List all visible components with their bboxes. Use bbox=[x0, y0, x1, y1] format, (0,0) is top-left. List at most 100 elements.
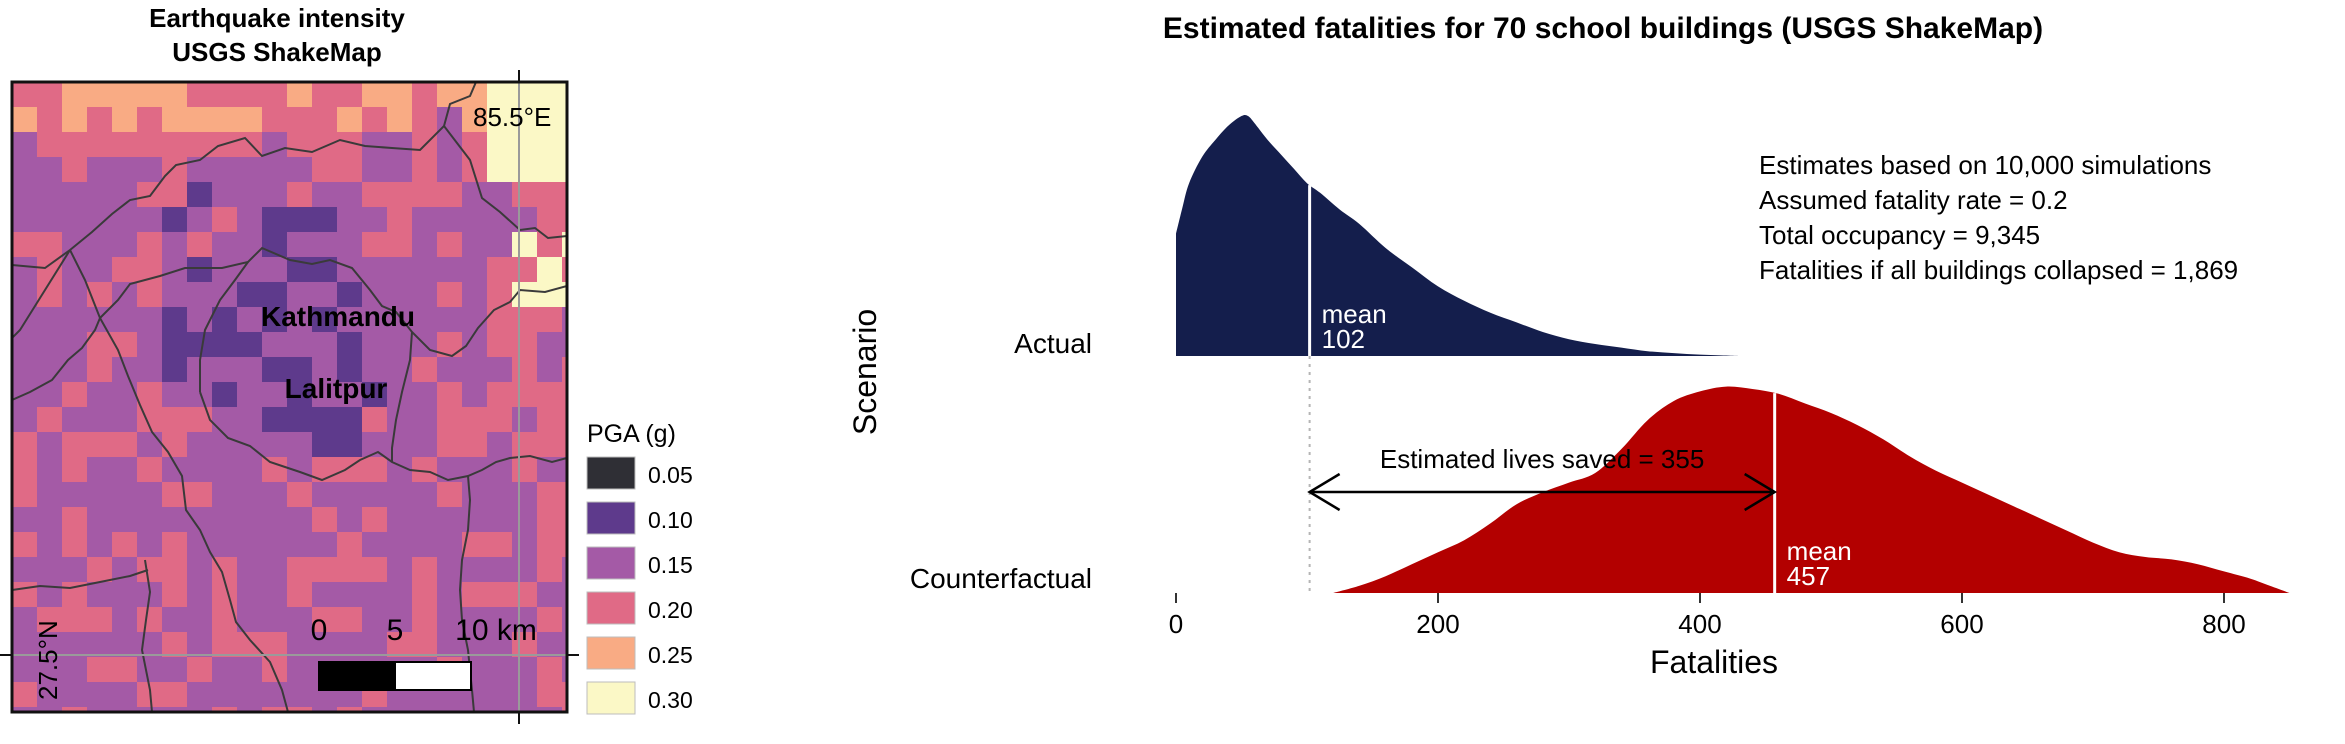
pga-raster-cell bbox=[137, 607, 163, 633]
pga-raster-cell bbox=[212, 382, 238, 408]
pga-raster-cell bbox=[287, 432, 313, 458]
pga-raster-cell bbox=[487, 407, 513, 433]
pga-raster-cell bbox=[87, 507, 113, 533]
pga-raster-cell bbox=[512, 607, 538, 633]
pga-raster-cell bbox=[387, 482, 413, 508]
pga-raster-cell bbox=[537, 532, 563, 558]
pga-raster-cell bbox=[312, 632, 338, 658]
pga-raster-cell bbox=[287, 557, 313, 583]
pga-raster-cell bbox=[237, 232, 263, 258]
pga-raster-cell bbox=[212, 357, 238, 383]
pga-raster-cell bbox=[237, 582, 263, 608]
pga-raster-cell bbox=[537, 707, 563, 712]
pga-raster-cell bbox=[462, 132, 488, 158]
pga-raster-cell bbox=[512, 532, 538, 558]
pga-raster-cell bbox=[237, 657, 263, 683]
pga-raster-cell bbox=[112, 332, 138, 358]
pga-raster-cell bbox=[212, 307, 238, 333]
pga-raster-cell bbox=[337, 557, 363, 583]
pga-raster-cell bbox=[212, 182, 238, 208]
pga-raster-cell bbox=[187, 557, 213, 583]
pga-raster-cell bbox=[437, 382, 463, 408]
pga-raster-cell bbox=[437, 157, 463, 183]
pga-raster-cell bbox=[562, 682, 567, 708]
pga-raster-cell bbox=[162, 307, 188, 333]
pga-raster-cell bbox=[362, 207, 388, 233]
pga-raster-cell bbox=[87, 132, 113, 158]
pga-raster-cell bbox=[62, 607, 88, 633]
pga-raster-cell bbox=[37, 307, 63, 333]
x-tick-label: 800 bbox=[2202, 609, 2245, 639]
pga-raster-cell bbox=[312, 557, 338, 583]
pga-raster-cell bbox=[462, 307, 488, 333]
pga-raster-cell bbox=[162, 432, 188, 458]
pga-raster-cell bbox=[87, 207, 113, 233]
pga-raster-cell bbox=[62, 707, 88, 712]
pga-raster-cell bbox=[212, 257, 238, 283]
pga-raster-cell bbox=[562, 282, 567, 308]
pga-raster-cell bbox=[12, 607, 38, 633]
pga-raster-cell bbox=[87, 657, 113, 683]
pga-raster-cell bbox=[62, 407, 88, 433]
pga-raster-cell bbox=[212, 107, 238, 133]
pga-raster-cell bbox=[512, 407, 538, 433]
pga-raster-cell bbox=[487, 157, 513, 183]
category-label-actual: Actual bbox=[1014, 328, 1092, 359]
pga-raster-cell bbox=[37, 607, 63, 633]
pga-raster-cell bbox=[162, 607, 188, 633]
pga-raster-cell bbox=[337, 482, 363, 508]
pga-raster-cell bbox=[337, 382, 363, 408]
pga-raster-cell bbox=[512, 657, 538, 683]
pga-raster-cell bbox=[312, 107, 338, 133]
scale-bar-tick-10km: 10 km bbox=[455, 614, 537, 647]
pga-raster-cell bbox=[112, 607, 138, 633]
pga-raster-cell bbox=[312, 282, 338, 308]
pga-legend-label: 0.15 bbox=[648, 552, 693, 578]
pga-raster-cell bbox=[537, 232, 563, 258]
pga-raster-cell bbox=[337, 257, 363, 283]
pga-legend-label: 0.20 bbox=[648, 597, 693, 623]
pga-raster-cell bbox=[87, 682, 113, 708]
pga-raster-cell bbox=[362, 232, 388, 258]
pga-raster-cell bbox=[512, 357, 538, 383]
info-line-3: Total occupancy = 9,345 bbox=[1759, 220, 2040, 250]
info-line-2: Assumed fatality rate = 0.2 bbox=[1759, 185, 2068, 215]
pga-raster-cell bbox=[137, 382, 163, 408]
pga-raster-cell bbox=[337, 707, 363, 712]
pga-raster-cell bbox=[412, 707, 438, 712]
pga-raster-cell bbox=[287, 357, 313, 383]
pga-raster-cell bbox=[62, 657, 88, 683]
pga-raster-cell bbox=[87, 532, 113, 558]
pga-raster-cell bbox=[412, 407, 438, 433]
pga-raster-cell bbox=[62, 457, 88, 483]
pga-raster-cell bbox=[487, 182, 513, 208]
pga-raster-cell bbox=[387, 532, 413, 558]
pga-raster-cell bbox=[12, 682, 38, 708]
pga-raster-cell bbox=[487, 382, 513, 408]
pga-raster-cell bbox=[387, 607, 413, 633]
pga-raster-cell bbox=[562, 532, 567, 558]
pga-raster-cell bbox=[462, 257, 488, 283]
pga-raster-cell bbox=[287, 507, 313, 533]
pga-raster-cell bbox=[112, 307, 138, 333]
pga-raster-cell bbox=[62, 82, 88, 108]
pga-raster-cell bbox=[137, 357, 163, 383]
pga-raster-cell bbox=[212, 407, 238, 433]
pga-raster-cell bbox=[262, 482, 288, 508]
pga-raster-cell bbox=[12, 632, 38, 658]
fatalities-chart: Estimated fatalities for 70 school build… bbox=[847, 12, 2290, 680]
pga-raster-cell bbox=[262, 657, 288, 683]
pga-raster-cell bbox=[62, 182, 88, 208]
pga-raster-cell bbox=[462, 432, 488, 458]
pga-raster-cell bbox=[387, 357, 413, 383]
pga-raster-cell bbox=[162, 457, 188, 483]
pga-raster-cell bbox=[37, 157, 63, 183]
pga-raster-cell bbox=[437, 257, 463, 283]
pga-raster-cell bbox=[412, 307, 438, 333]
pga-raster-cell bbox=[187, 332, 213, 358]
pga-raster-cell bbox=[12, 557, 38, 583]
pga-raster-cell bbox=[237, 82, 263, 108]
pga-raster-cell bbox=[237, 107, 263, 133]
pga-raster-cell bbox=[537, 307, 563, 333]
pga-raster-cell bbox=[62, 282, 88, 308]
